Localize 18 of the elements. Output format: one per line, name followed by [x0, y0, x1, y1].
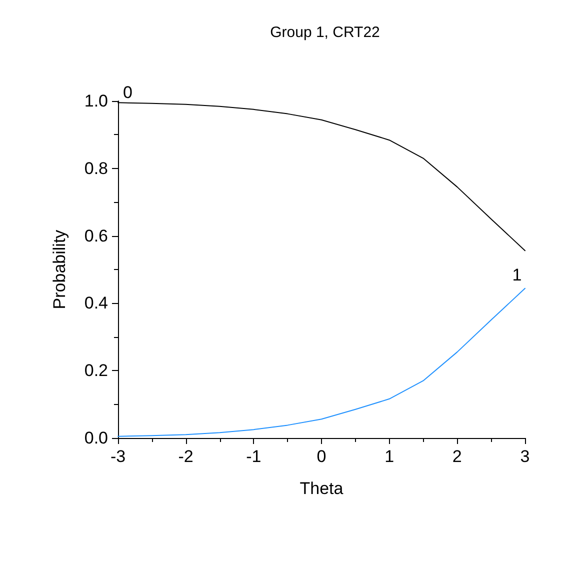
y-tick-label: 0.6 — [84, 226, 108, 246]
x-tick-label: -3 — [110, 447, 126, 466]
x-tick-label: 3 — [520, 447, 530, 466]
y-tick-label: 0.2 — [84, 361, 108, 380]
y-tick-label: 0.8 — [84, 158, 108, 178]
y-tick-label: 1.0 — [84, 92, 108, 110]
x-tick-label: -2 — [178, 447, 194, 466]
chart-title: Group 1, CRT22 — [270, 24, 380, 41]
x-tick-label: -1 — [246, 447, 262, 466]
x-axis-title: Theta — [300, 479, 344, 498]
x-tick-label: 2 — [452, 447, 462, 466]
x-tick-label: 0 — [316, 447, 326, 466]
y-tick-label: 0.4 — [84, 294, 108, 313]
x-tick-label: 1 — [384, 447, 394, 466]
y-axis-title: Probability — [50, 229, 69, 310]
series-label: 1 — [512, 265, 522, 284]
y-tick-label: 0.0 — [84, 428, 108, 448]
series-label: 0 — [123, 83, 132, 102]
